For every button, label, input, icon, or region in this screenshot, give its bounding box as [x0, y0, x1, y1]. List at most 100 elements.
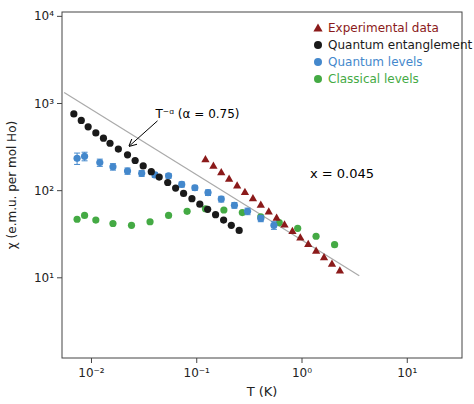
point: [165, 172, 172, 179]
point: [209, 161, 217, 168]
error-bar-cap: [74, 153, 80, 154]
point: [70, 110, 77, 117]
series: [70, 110, 243, 234]
error-bar-cap: [82, 152, 88, 153]
point: [109, 220, 116, 227]
point: [188, 195, 195, 202]
y-tick-label: 10⁴: [34, 9, 54, 23]
error-bar: [139, 171, 145, 177]
y-tick-label: 10²: [34, 184, 54, 198]
error-bar-cap: [74, 164, 80, 165]
error-bar: [205, 190, 211, 196]
point: [78, 117, 85, 124]
point: [140, 162, 147, 169]
error-bar-cap: [271, 229, 277, 230]
point: [156, 174, 163, 181]
point: [270, 222, 277, 229]
point: [178, 181, 185, 188]
plot-frame: [62, 12, 462, 358]
error-bar-cap: [82, 160, 88, 161]
point: [280, 220, 288, 227]
point: [218, 196, 225, 203]
error-bar: [125, 168, 131, 174]
point: [201, 155, 209, 162]
point: [212, 211, 219, 218]
x-tick: [407, 358, 408, 363]
point: [312, 233, 319, 240]
point: [231, 202, 238, 209]
point: [184, 208, 191, 215]
point: [100, 135, 107, 142]
point: [124, 167, 131, 174]
y-tick-label: 10³: [34, 97, 54, 111]
x-tick: [302, 358, 303, 363]
point: [244, 208, 251, 215]
point: [196, 201, 203, 208]
point: [148, 168, 155, 175]
x-tick-label: 10⁻¹: [184, 366, 211, 380]
error-bar: [74, 153, 80, 164]
point: [249, 194, 257, 201]
point: [128, 222, 135, 229]
point: [304, 240, 312, 247]
series: [73, 205, 338, 248]
point: [288, 227, 296, 234]
point: [336, 266, 344, 273]
y-tick: [57, 277, 62, 278]
point: [106, 140, 113, 147]
plot-marks: [64, 93, 359, 276]
point: [296, 233, 304, 240]
reference-line: [64, 93, 359, 276]
error-bar: [245, 208, 251, 215]
error-bar: [258, 215, 264, 221]
point: [73, 155, 80, 162]
chart: 10⁻²10⁻¹10⁰10¹10¹10²10³10⁴T (K)χ (e.m.u.…: [0, 0, 474, 404]
y-tick: [57, 190, 62, 191]
legend-marker: [314, 75, 322, 83]
point: [109, 163, 116, 170]
error-bar: [218, 196, 224, 202]
point: [191, 184, 198, 191]
legend-label: Classical levels: [328, 72, 419, 86]
point: [320, 253, 328, 260]
legend-label: Quantum entanglement: [328, 38, 472, 52]
point: [96, 159, 103, 166]
x-axis-label: T (K): [246, 384, 278, 399]
point: [81, 212, 88, 219]
point: [265, 207, 273, 214]
point: [233, 181, 241, 188]
point: [236, 227, 243, 234]
y-tick: [57, 103, 62, 104]
point: [241, 188, 249, 195]
legend-marker: [313, 23, 322, 31]
point: [73, 216, 80, 223]
legend-label: Experimental data: [328, 21, 439, 35]
point: [92, 216, 99, 223]
x-tick-label: 10⁰: [292, 366, 312, 380]
x-tick-label: 10¹: [397, 366, 417, 380]
point: [164, 179, 171, 186]
legend-marker: [314, 58, 322, 66]
point: [180, 190, 187, 197]
point: [115, 145, 122, 152]
point: [328, 260, 336, 267]
error-bar: [271, 222, 277, 230]
point: [257, 201, 265, 208]
annotation-arrow: [130, 121, 158, 146]
x-tick: [196, 358, 197, 363]
point: [92, 129, 99, 136]
point: [220, 216, 227, 223]
error-bar: [97, 159, 103, 166]
point: [138, 170, 145, 177]
legend-marker: [314, 41, 322, 49]
point: [204, 189, 211, 196]
point: [294, 225, 301, 232]
point: [217, 168, 225, 175]
point: [228, 222, 235, 229]
point: [272, 214, 280, 221]
point: [331, 241, 338, 248]
legend-label: Quantum levels: [328, 55, 423, 69]
x-tick-label: 10⁻²: [78, 366, 105, 380]
point: [81, 153, 88, 160]
point: [124, 151, 131, 158]
